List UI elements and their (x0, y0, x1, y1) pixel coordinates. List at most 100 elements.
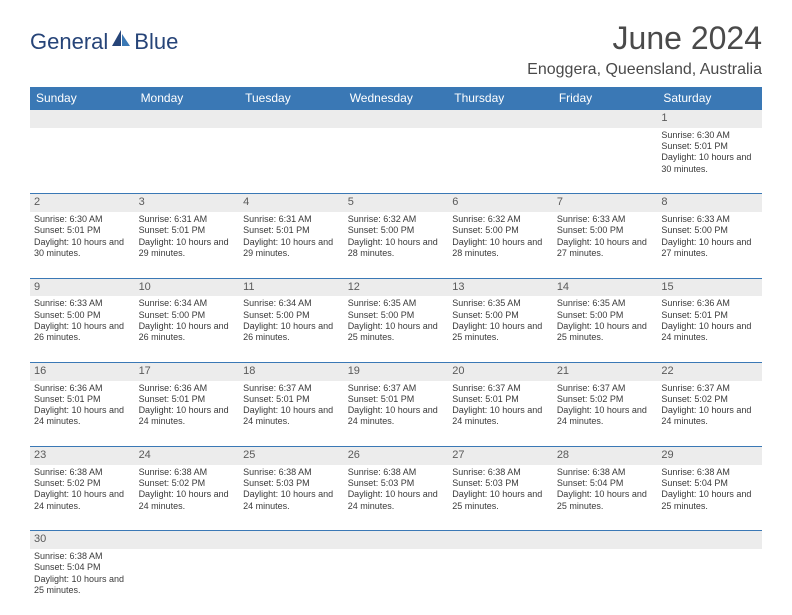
day-number-cell (448, 531, 553, 549)
daylight-text: Daylight: 10 hours and 24 minutes. (661, 405, 758, 428)
sunrise-text: Sunrise: 6:33 AM (557, 214, 654, 225)
sunrise-text: Sunrise: 6:35 AM (557, 298, 654, 309)
day-number-cell: 13 (448, 278, 553, 296)
sunset-text: Sunset: 5:01 PM (243, 225, 340, 236)
day-number-cell (553, 110, 658, 128)
sunrise-text: Sunrise: 6:33 AM (34, 298, 131, 309)
sunrise-text: Sunrise: 6:37 AM (452, 383, 549, 394)
sunset-text: Sunset: 5:00 PM (34, 310, 131, 321)
day-number-cell (344, 110, 449, 128)
sunrise-text: Sunrise: 6:37 AM (557, 383, 654, 394)
sunset-text: Sunset: 5:00 PM (139, 310, 236, 321)
day-number-cell: 16 (30, 362, 135, 380)
day-number: 4 (243, 196, 249, 208)
daylight-text: Daylight: 10 hours and 27 minutes. (661, 237, 758, 260)
header: General Blue June 2024 Enoggera, Queensl… (30, 20, 762, 79)
sail-icon (110, 28, 132, 55)
daylight-text: Daylight: 10 hours and 25 minutes. (452, 489, 549, 512)
day-number-row: 9101112131415 (30, 278, 762, 296)
daylight-text: Daylight: 10 hours and 28 minutes. (452, 237, 549, 260)
day-number: 9 (34, 281, 40, 293)
sunset-text: Sunset: 5:03 PM (243, 478, 340, 489)
daylight-text: Daylight: 10 hours and 25 minutes. (557, 489, 654, 512)
weekday-header: Tuesday (239, 87, 344, 110)
daylight-text: Daylight: 10 hours and 24 minutes. (34, 405, 131, 428)
daylight-text: Daylight: 10 hours and 28 minutes. (348, 237, 445, 260)
day-number-cell: 17 (135, 362, 240, 380)
day-number-cell (657, 531, 762, 549)
month-title: June 2024 (527, 20, 762, 57)
day-number-cell: 24 (135, 447, 240, 465)
sunrise-text: Sunrise: 6:38 AM (348, 467, 445, 478)
day-number-cell (448, 110, 553, 128)
weekday-header: Sunday (30, 87, 135, 110)
day-number: 25 (243, 449, 255, 461)
day-cell: Sunrise: 6:30 AMSunset: 5:01 PMDaylight:… (657, 128, 762, 194)
daylight-text: Daylight: 10 hours and 24 minutes. (139, 405, 236, 428)
sunset-text: Sunset: 5:01 PM (139, 225, 236, 236)
day-cell (239, 549, 344, 615)
day-cell: Sunrise: 6:35 AMSunset: 5:00 PMDaylight:… (448, 296, 553, 362)
day-info-row: Sunrise: 6:38 AMSunset: 5:04 PMDaylight:… (30, 549, 762, 615)
day-number-row: 30 (30, 531, 762, 549)
day-cell: Sunrise: 6:37 AMSunset: 5:01 PMDaylight:… (344, 381, 449, 447)
day-number-cell (344, 531, 449, 549)
day-number-cell: 15 (657, 278, 762, 296)
day-number-row: 16171819202122 (30, 362, 762, 380)
daylight-text: Daylight: 10 hours and 30 minutes. (34, 237, 131, 260)
day-info-row: Sunrise: 6:33 AMSunset: 5:00 PMDaylight:… (30, 296, 762, 362)
sunset-text: Sunset: 5:01 PM (452, 394, 549, 405)
day-number-row: 23242526272829 (30, 447, 762, 465)
day-cell: Sunrise: 6:36 AMSunset: 5:01 PMDaylight:… (657, 296, 762, 362)
sunset-text: Sunset: 5:00 PM (661, 225, 758, 236)
sunset-text: Sunset: 5:01 PM (661, 310, 758, 321)
daylight-text: Daylight: 10 hours and 25 minutes. (348, 321, 445, 344)
daylight-text: Daylight: 10 hours and 24 minutes. (452, 405, 549, 428)
day-number-cell: 28 (553, 447, 658, 465)
day-cell (135, 549, 240, 615)
day-number-cell: 29 (657, 447, 762, 465)
day-cell: Sunrise: 6:37 AMSunset: 5:01 PMDaylight:… (448, 381, 553, 447)
day-info-row: Sunrise: 6:38 AMSunset: 5:02 PMDaylight:… (30, 465, 762, 531)
sunrise-text: Sunrise: 6:38 AM (243, 467, 340, 478)
day-number-cell: 3 (135, 194, 240, 212)
sunrise-text: Sunrise: 6:36 AM (34, 383, 131, 394)
day-cell: Sunrise: 6:35 AMSunset: 5:00 PMDaylight:… (344, 296, 449, 362)
daylight-text: Daylight: 10 hours and 24 minutes. (139, 489, 236, 512)
daylight-text: Daylight: 10 hours and 24 minutes. (661, 321, 758, 344)
day-info-row: Sunrise: 6:36 AMSunset: 5:01 PMDaylight:… (30, 381, 762, 447)
weekday-header: Saturday (657, 87, 762, 110)
day-number-cell: 9 (30, 278, 135, 296)
sunset-text: Sunset: 5:01 PM (243, 394, 340, 405)
day-cell: Sunrise: 6:32 AMSunset: 5:00 PMDaylight:… (448, 212, 553, 278)
day-cell: Sunrise: 6:31 AMSunset: 5:01 PMDaylight:… (135, 212, 240, 278)
day-cell (344, 549, 449, 615)
day-cell: Sunrise: 6:38 AMSunset: 5:04 PMDaylight:… (553, 465, 658, 531)
sunrise-text: Sunrise: 6:37 AM (243, 383, 340, 394)
day-number-cell: 27 (448, 447, 553, 465)
day-number-cell: 23 (30, 447, 135, 465)
day-number: 15 (661, 281, 673, 293)
sunrise-text: Sunrise: 6:35 AM (452, 298, 549, 309)
day-number: 22 (661, 365, 673, 377)
day-number-cell: 2 (30, 194, 135, 212)
sunrise-text: Sunrise: 6:36 AM (661, 298, 758, 309)
day-number-cell (239, 531, 344, 549)
sunset-text: Sunset: 5:00 PM (348, 225, 445, 236)
day-number: 11 (243, 281, 254, 293)
day-number: 17 (139, 365, 151, 377)
day-number: 12 (348, 281, 360, 293)
day-number-cell: 6 (448, 194, 553, 212)
day-number-cell: 14 (553, 278, 658, 296)
day-number: 3 (139, 196, 145, 208)
day-number-cell: 21 (553, 362, 658, 380)
weekday-header: Friday (553, 87, 658, 110)
logo: General Blue (30, 28, 178, 55)
calendar-table: Sunday Monday Tuesday Wednesday Thursday… (30, 87, 762, 615)
sunrise-text: Sunrise: 6:34 AM (243, 298, 340, 309)
daylight-text: Daylight: 10 hours and 26 minutes. (34, 321, 131, 344)
day-number-cell: 1 (657, 110, 762, 128)
sunset-text: Sunset: 5:02 PM (661, 394, 758, 405)
sunrise-text: Sunrise: 6:32 AM (348, 214, 445, 225)
sunset-text: Sunset: 5:00 PM (452, 310, 549, 321)
